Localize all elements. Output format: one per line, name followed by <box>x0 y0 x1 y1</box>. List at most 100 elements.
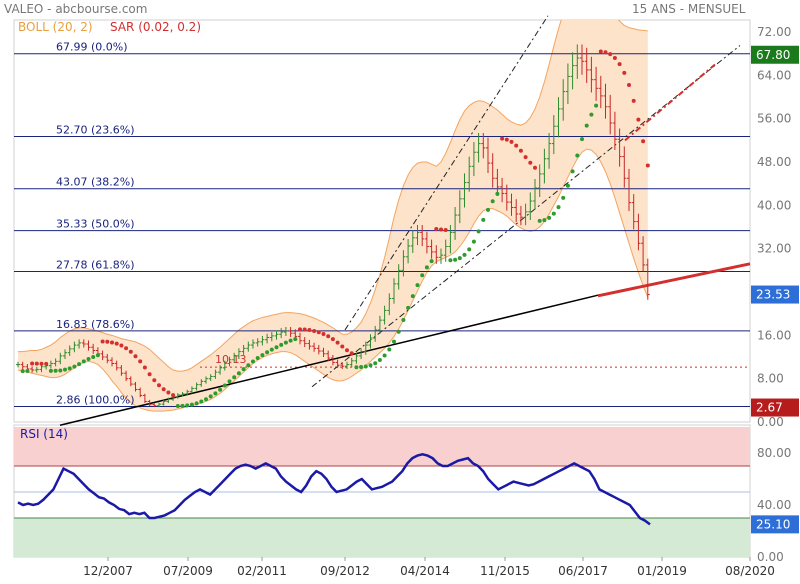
price-bar-15 <box>86 340 91 351</box>
sar-dot-32 <box>166 390 171 395</box>
rsi-line <box>17 453 651 526</box>
sar-dot-14 <box>81 359 86 364</box>
price-bar-60 <box>298 332 302 345</box>
sar-dot-111 <box>537 218 542 223</box>
price-bar-4 <box>34 366 39 373</box>
sar-dot-27 <box>142 365 147 370</box>
price-bar-105 <box>509 193 514 216</box>
price-bar-67 <box>330 355 335 366</box>
sar-dot-130 <box>627 82 631 87</box>
sar-dot-91 <box>443 228 448 233</box>
xtick-1: 07/2009 <box>163 564 213 578</box>
price-bar-11 <box>67 345 72 356</box>
sar-dot-117 <box>565 183 570 188</box>
price-bar-38 <box>194 382 199 391</box>
price-bar-61 <box>302 337 307 348</box>
price-bar-0 <box>16 361 20 368</box>
sar-dot-51 <box>255 356 260 361</box>
sar-dot-34 <box>175 404 180 409</box>
price-bar-24 <box>128 376 133 387</box>
sar-dot-90 <box>439 227 443 232</box>
price-bar-99 <box>481 133 486 159</box>
sar-dot-2 <box>25 369 30 374</box>
price-bar-56 <box>279 328 284 339</box>
price-bar-68 <box>335 359 340 368</box>
price-bar-10 <box>63 349 67 360</box>
price-bar-51 <box>255 338 260 347</box>
sar-dot-113 <box>547 215 552 220</box>
price-bar-45 <box>227 356 232 367</box>
price-bar-117 <box>565 63 570 104</box>
sar-dot-58 <box>288 338 293 343</box>
price-bar-132 <box>636 213 641 251</box>
price-bar-75 <box>368 334 373 349</box>
price-bar-114 <box>551 115 556 155</box>
price-bar-16 <box>91 343 96 354</box>
sar-dot-20 <box>110 340 114 345</box>
rsi-tag-box <box>751 515 799 534</box>
sar-dot-76 <box>373 361 378 366</box>
price-bar-65 <box>321 347 326 357</box>
bollinger-upper-line <box>18 20 648 372</box>
price-bar-3 <box>30 366 35 373</box>
sar-dot-12 <box>72 364 77 369</box>
price-bar-107 <box>518 205 523 226</box>
price-tag-box-1 <box>751 285 799 304</box>
fib-label-3: 35.33 (50.0%) <box>56 218 135 231</box>
boll-legend: BOLL (20, 2) <box>18 20 93 34</box>
sar-dot-22 <box>119 343 124 348</box>
sar-dot-71 <box>349 351 354 356</box>
sar-dot-79 <box>387 347 392 352</box>
sar-dot-112 <box>542 218 547 223</box>
sar-dot-122 <box>589 112 594 117</box>
sar-dot-53 <box>265 350 270 355</box>
price-bar-63 <box>312 342 317 352</box>
sar-dot-80 <box>392 339 396 344</box>
sar-dot-18 <box>100 339 105 344</box>
source-title: VALEO - abcbourse.com <box>4 2 148 16</box>
sar-dot-62 <box>307 328 312 333</box>
sar-dot-39 <box>199 399 204 404</box>
sar-dot-17 <box>95 353 100 358</box>
price-bar-40 <box>204 376 208 384</box>
sar-dot-5 <box>39 361 44 366</box>
xtick-0: 12/2007 <box>83 564 133 578</box>
price-bar-1 <box>20 361 25 370</box>
price-bar-13 <box>77 339 82 349</box>
price-bar-55 <box>274 330 279 340</box>
sar-dot-31 <box>161 387 166 392</box>
sar-dot-81 <box>396 329 401 334</box>
sar-dot-134 <box>645 163 650 168</box>
price-bar-46 <box>232 352 237 363</box>
sar-dot-85 <box>415 283 420 288</box>
fib-label-6: 2.86 (100.0%) <box>56 394 135 407</box>
sar-dot-126 <box>608 52 613 57</box>
sar-dot-69 <box>340 344 345 349</box>
price-bar-50 <box>251 339 255 349</box>
sar-dot-60 <box>298 327 302 332</box>
xtick-2: 02/2011 <box>237 564 287 578</box>
sar-dot-45 <box>227 379 232 384</box>
sar-dot-100 <box>486 207 490 212</box>
price-bar-113 <box>547 133 552 169</box>
sar-dot-10 <box>63 367 67 372</box>
sar-dot-64 <box>316 330 321 335</box>
sar-dot-15 <box>86 357 91 362</box>
price-bar-47 <box>236 348 241 360</box>
sar-dot-88 <box>429 259 434 264</box>
sar-dot-9 <box>58 368 63 373</box>
price-ytick-7: 16.00 <box>757 328 791 342</box>
sar-dot-68 <box>335 340 340 345</box>
sar-dot-67 <box>330 337 335 342</box>
sar-dot-94 <box>457 256 462 261</box>
sar-dot-66 <box>326 334 331 339</box>
price-bar-71 <box>349 357 354 368</box>
sar-dot-124 <box>598 49 603 54</box>
price-bar-128 <box>617 128 622 167</box>
price-bar-25 <box>133 381 138 392</box>
price-ytick-3: 48.00 <box>757 155 791 169</box>
price-bar-104 <box>504 184 509 211</box>
price-bar-89 <box>434 245 439 264</box>
price-bar-19 <box>105 353 110 364</box>
